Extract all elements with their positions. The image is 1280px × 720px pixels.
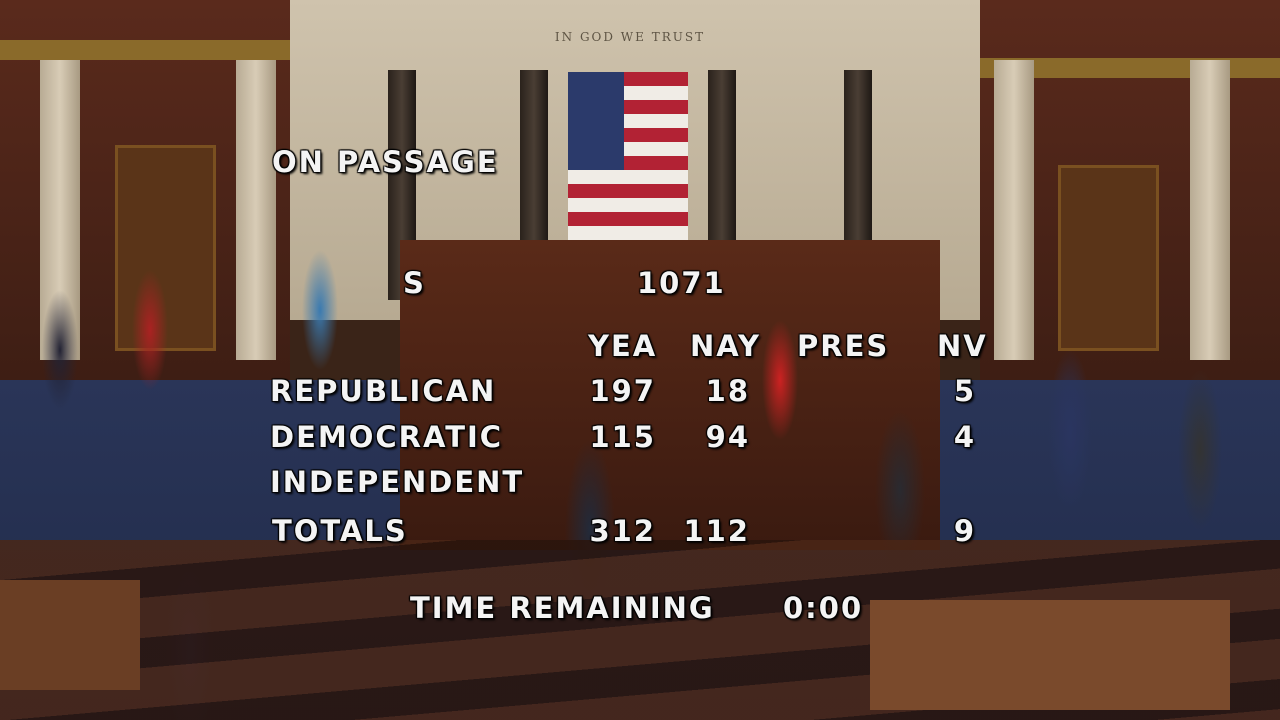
nv-count: 9 bbox=[953, 514, 976, 548]
yea-count: 312 bbox=[589, 514, 656, 548]
party-label: INDEPENDENT bbox=[270, 465, 525, 499]
yea-count: 197 bbox=[589, 374, 656, 408]
column-header-yea: YEA bbox=[588, 329, 658, 363]
american-flag bbox=[568, 72, 688, 252]
nay-count: 94 bbox=[705, 420, 750, 454]
yea-count: 115 bbox=[589, 420, 656, 454]
column-header-nay: NAY bbox=[690, 329, 761, 363]
column-header-nv: NV bbox=[937, 329, 988, 363]
party-label: TOTALS bbox=[272, 514, 408, 548]
nay-count: 112 bbox=[683, 514, 750, 548]
party-label: DEMOCRATIC bbox=[270, 420, 504, 454]
time-remaining-value: 0:00 bbox=[783, 591, 864, 625]
frieze bbox=[0, 40, 290, 60]
column-header-pres: PRES bbox=[797, 329, 890, 363]
nv-count: 4 bbox=[953, 420, 976, 454]
table bbox=[0, 580, 140, 690]
table bbox=[870, 600, 1230, 710]
bill-number: 1071 bbox=[637, 266, 726, 300]
nay-count: 18 bbox=[705, 374, 750, 408]
vote-title: ON PASSAGE bbox=[272, 145, 499, 179]
bill-prefix: S bbox=[403, 266, 426, 300]
party-label: REPUBLICAN bbox=[270, 374, 497, 408]
time-remaining-label: TIME REMAINING bbox=[410, 591, 715, 625]
nv-count: 5 bbox=[953, 374, 976, 408]
wall-motto: IN GOD WE TRUST bbox=[554, 30, 706, 44]
